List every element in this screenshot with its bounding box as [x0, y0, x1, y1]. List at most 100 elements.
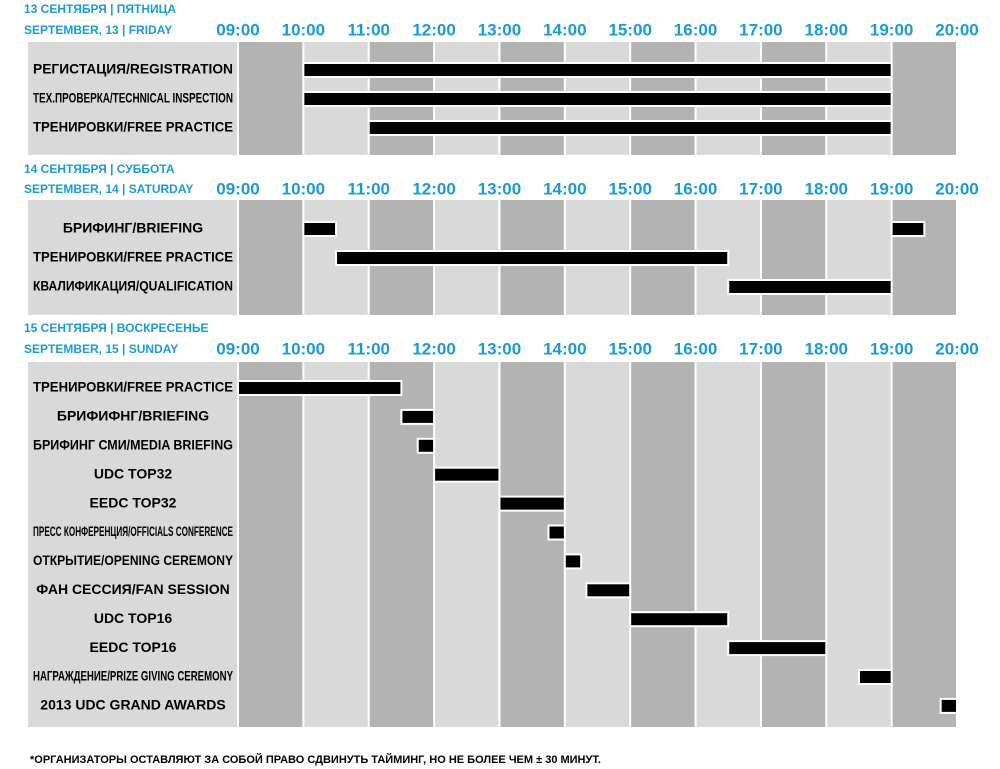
- hour-column: [238, 200, 304, 315]
- x-tick-label: 09:00: [216, 20, 259, 39]
- x-tick-label: 17:00: [739, 339, 782, 358]
- x-tick-label: 15:00: [608, 179, 651, 198]
- task-label: EEDC TOP32: [90, 494, 177, 510]
- hour-column: [891, 42, 957, 155]
- task-label: БРИФИНГ СМИ/MEDIA BRIEFING: [33, 437, 233, 453]
- task-label: ТРЕНИРОВКИ/FREE PRACTICE: [33, 119, 233, 135]
- task-bar: [857, 669, 893, 685]
- x-tick-label: 14:00: [543, 179, 586, 198]
- x-tick-label: 12:00: [412, 179, 455, 198]
- x-tick-label: 15:00: [608, 20, 651, 39]
- x-tick-label: 16:00: [674, 179, 717, 198]
- task-label: ТРЕНИРОВКИ/FREE PRACTICE: [33, 249, 233, 265]
- task-label: КВАЛИФИКАЦИЯ/QUALIFICATION: [33, 278, 233, 294]
- chart-title: 13 СЕНТЯБРЯ | ПЯТНИЦА: [24, 2, 176, 16]
- hour-column: [760, 200, 827, 315]
- task-bar: [629, 611, 730, 628]
- hour-column: [434, 362, 500, 727]
- x-tick-label: 18:00: [805, 179, 848, 198]
- hour-column: [238, 42, 304, 155]
- x-tick-label: 10:00: [282, 20, 325, 39]
- task-bar: [367, 120, 893, 136]
- task-label: ОТКРЫТИЕ/OPENING CEREMONY: [33, 552, 234, 568]
- x-tick-label: 15:00: [608, 339, 651, 358]
- x-tick-label: 12:00: [412, 20, 455, 39]
- chart-subtitle: SEPTEMBER, 15 | SUNDAY: [24, 342, 178, 356]
- x-tick-label: 13:00: [478, 179, 521, 198]
- x-tick-label: 19:00: [870, 179, 913, 198]
- task-label: UDC TOP16: [94, 610, 173, 626]
- x-tick-label: 19:00: [870, 20, 913, 39]
- task-bar: [727, 640, 828, 657]
- x-tick-label: 16:00: [674, 20, 717, 39]
- hour-column: [499, 362, 565, 727]
- hour-column: [891, 362, 957, 727]
- x-tick-label: 17:00: [739, 20, 782, 39]
- x-tick-label: 11:00: [347, 179, 390, 198]
- task-label: ФАН СЕССИЯ/FAN SESSION: [36, 581, 230, 597]
- x-tick-label: 10:00: [282, 179, 325, 198]
- x-tick-label: 14:00: [543, 20, 586, 39]
- x-tick-label: 09:00: [216, 179, 259, 198]
- hour-column: [564, 362, 631, 727]
- hour-column: [238, 362, 304, 727]
- chart-subtitle: SEPTEMBER, 13 | FRIDAY: [24, 23, 172, 37]
- x-tick-label: 17:00: [739, 179, 782, 198]
- x-tick-label: 10:00: [282, 339, 325, 358]
- task-bar: [335, 250, 730, 266]
- task-bar: [563, 553, 583, 570]
- task-label: ТЕХ.ПРОВЕРКА/TECHNICAL INSPECTION: [33, 90, 233, 106]
- chart-title: 15 СЕНТЯБРЯ | ВОСКРЕСЕНЬЕ: [24, 321, 208, 335]
- hour-column: [826, 200, 892, 315]
- x-tick-label: 19:00: [870, 339, 913, 358]
- task-label: ПРЕСС КОНФЕРЕНЦИЯ/OFFICIALS CONFERENCE: [33, 523, 233, 539]
- task-label: РЕГИСТАЦИЯ/REGISTRATION: [33, 61, 233, 77]
- hour-column: [630, 362, 696, 727]
- task-bar: [498, 495, 566, 512]
- task-label: БРИФИНГ/BRIEFING: [63, 220, 203, 236]
- hour-column: [695, 362, 761, 727]
- task-label: UDC TOP32: [94, 465, 173, 481]
- x-tick-label: 18:00: [805, 20, 848, 39]
- hour-column: [891, 200, 957, 315]
- x-tick-label: 11:00: [347, 20, 390, 39]
- label-panel: [28, 362, 238, 727]
- task-bar: [302, 91, 893, 107]
- task-bar: [416, 437, 436, 454]
- task-bar: [727, 279, 893, 295]
- task-bar: [939, 697, 959, 714]
- x-tick-label: 12:00: [412, 339, 455, 358]
- hour-column: [760, 362, 827, 727]
- task-bar: [433, 466, 501, 483]
- x-tick-label: 20:00: [935, 339, 978, 358]
- task-bar: [547, 524, 566, 541]
- task-label: ТРЕНИРОВКИ/FREE PRACTICE: [33, 379, 233, 395]
- label-panel: [28, 200, 238, 315]
- hour-column: [826, 362, 892, 727]
- task-bar: [400, 408, 436, 425]
- task-label: НАГРАЖДЕНИЕ/PRIZE GIVING CEREMONY: [33, 668, 233, 684]
- x-tick-label: 11:00: [347, 339, 390, 358]
- x-tick-label: 18:00: [805, 339, 848, 358]
- chart-subtitle: SEPTEMBER, 14 | SATURDAY: [24, 182, 193, 196]
- x-tick-label: 20:00: [935, 179, 978, 198]
- task-bar: [302, 62, 893, 78]
- x-tick-label: 13:00: [478, 20, 521, 39]
- task-bar: [585, 582, 632, 599]
- task-bar: [302, 221, 338, 237]
- x-tick-label: 09:00: [216, 339, 259, 358]
- task-bar: [237, 380, 403, 396]
- task-label: EEDC TOP16: [90, 639, 177, 655]
- footnote: *ОРГАНИЗАТОРЫ ОСТАВЛЯЮТ ЗА СОБОЙ ПРАВО С…: [30, 753, 601, 766]
- task-label: БРИФИФНГ/BRIEFING: [57, 408, 209, 424]
- task-bar: [890, 221, 926, 237]
- x-tick-label: 20:00: [935, 20, 978, 39]
- label-panel: [28, 42, 238, 155]
- chart-title: 14 СЕНТЯБРЯ | СУББОТА: [24, 162, 175, 176]
- hour-column: [303, 362, 369, 727]
- task-label: 2013 UDC GRAND AWARDS: [40, 697, 225, 713]
- x-tick-label: 16:00: [674, 339, 717, 358]
- x-tick-label: 14:00: [543, 339, 586, 358]
- x-tick-label: 13:00: [478, 339, 521, 358]
